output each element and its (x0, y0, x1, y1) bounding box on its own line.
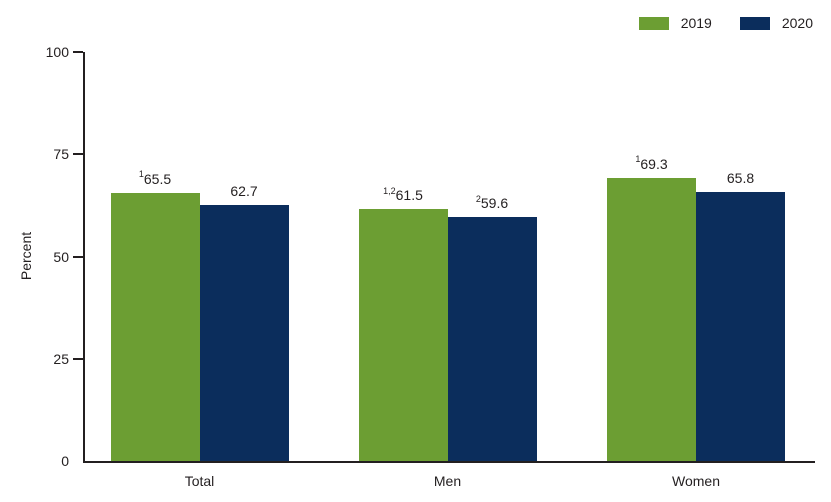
legend-item-2020: 2020 (739, 15, 813, 31)
bar-value-label-2020-women: 65.8 (726, 169, 755, 186)
y-tick-mark-75 (73, 153, 83, 156)
y-tick-label-0: 0 (61, 453, 69, 469)
legend: 2019 2020 (638, 15, 813, 31)
y-tick-mark-100 (73, 51, 83, 53)
y-tick-label-100: 100 (45, 44, 69, 60)
y-tick-label-25: 25 (53, 350, 69, 367)
y-tick-mark-50 (73, 255, 83, 258)
bar-2020-men (447, 217, 537, 461)
legend-label-2020: 2020 (781, 15, 813, 31)
footnote-marker: 1 (138, 169, 144, 180)
legend-swatch-2019 (638, 16, 669, 30)
bar-2019-women (607, 177, 696, 461)
x-category-label-men: Men (433, 473, 462, 489)
y-axis-title: Percent (18, 231, 34, 281)
footnote-marker: 2 (475, 193, 481, 204)
bar-value-label-2019-total: 165.5 (138, 169, 172, 188)
bar-2020-women (696, 191, 785, 461)
x-category-label-women: Women (672, 473, 720, 489)
x-category-label-total: Total (184, 473, 215, 489)
bar-value-label-2019-women: 169.3 (635, 153, 668, 172)
bar-2020-total (199, 204, 289, 461)
plot-area: 0 25 50 75 100 165.5 62.7 Total 1,261.5 259.6 Men 1… (46, 44, 815, 489)
footnote-marker: 1,2 (383, 185, 396, 196)
legend-item-2019: 2019 (638, 15, 712, 31)
bar-value-label-2019-men: 1,261.5 (383, 185, 423, 204)
footnote-marker: 1 (635, 153, 641, 164)
y-tick-mark-25 (73, 357, 83, 360)
bar-value-label-2020-total: 62.7 (230, 182, 258, 199)
y-tick-label-75: 75 (53, 146, 69, 163)
bar-value-label-2020-men: 259.6 (475, 193, 509, 212)
y-tick-label-50: 50 (53, 248, 69, 265)
bar-2019-men (358, 209, 448, 461)
legend-swatch-2020 (739, 16, 770, 30)
bar-2019-total (110, 193, 200, 461)
legend-label-2019: 2019 (680, 15, 712, 31)
